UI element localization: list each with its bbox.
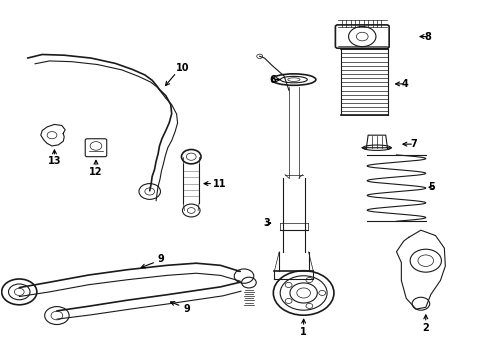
Text: 7: 7 bbox=[410, 139, 417, 149]
Text: 13: 13 bbox=[48, 156, 61, 166]
Text: 9: 9 bbox=[184, 304, 191, 314]
Text: 2: 2 bbox=[422, 323, 429, 333]
Text: 5: 5 bbox=[428, 182, 435, 192]
Text: 6: 6 bbox=[269, 75, 276, 85]
Text: 9: 9 bbox=[158, 254, 164, 264]
Text: 4: 4 bbox=[402, 79, 409, 89]
Text: 12: 12 bbox=[89, 167, 103, 177]
Text: 11: 11 bbox=[213, 179, 226, 189]
Text: 3: 3 bbox=[264, 218, 270, 228]
Text: 8: 8 bbox=[425, 32, 432, 41]
Text: 10: 10 bbox=[176, 63, 189, 73]
Text: 1: 1 bbox=[300, 327, 307, 337]
